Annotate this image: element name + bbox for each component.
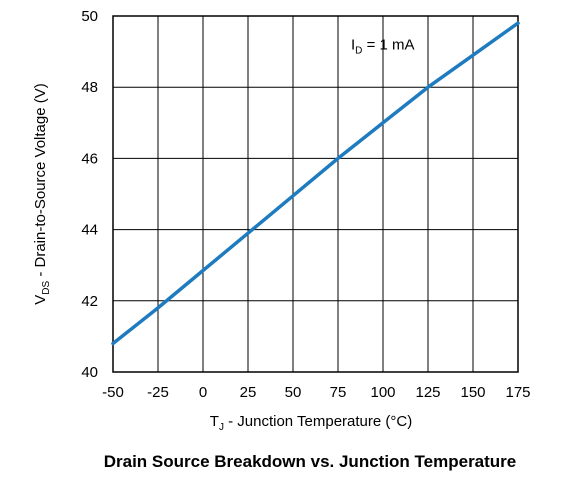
x-tick-label: 0 — [199, 384, 207, 401]
y-axis-title-main: V — [32, 295, 49, 305]
y-tick-label: 42 — [81, 293, 98, 310]
x-tick-label: 25 — [240, 384, 257, 401]
current-annotation: ID = 1 mA — [351, 36, 415, 56]
annotation-subscript: D — [355, 45, 362, 56]
annotation-main: I — [351, 36, 355, 53]
series-line — [111, 21, 520, 346]
annotation-rest: = 1 mA — [362, 36, 414, 53]
x-tick-label: 175 — [505, 384, 530, 401]
x-tick-label: -50 — [102, 384, 124, 401]
series-layer — [111, 21, 520, 346]
y-axis-title-subscript: DS — [41, 281, 52, 295]
y-tick-label: 44 — [81, 222, 98, 239]
x-tick-label: 75 — [330, 384, 347, 401]
plot-frame — [112, 15, 519, 373]
x-tick-label: 150 — [460, 384, 485, 401]
x-axis-title-main: T — [210, 413, 219, 430]
x-axis-title: TJ - Junction Temperature (°C) — [210, 413, 412, 433]
y-tick-label: 40 — [81, 364, 98, 381]
x-tick-label: 125 — [415, 384, 440, 401]
x-axis-title-rest: - Junction Temperature (°C) — [224, 413, 412, 430]
x-tick-label: -25 — [147, 384, 169, 401]
y-axis-title-rest: - Drain-to-Source Voltage (V) — [32, 83, 49, 281]
plot-border — [112, 15, 519, 373]
grid — [113, 16, 518, 372]
y-tick-label: 48 — [81, 79, 98, 96]
y-tick-label: 46 — [81, 150, 98, 167]
chart-caption: Drain Source Breakdown vs. Junction Temp… — [104, 452, 517, 471]
y-tick-label: 50 — [81, 8, 98, 25]
x-axis-title-subscript: J — [219, 422, 224, 433]
x-tick-label: 50 — [285, 384, 302, 401]
y-tick-labels: 40 42 44 46 48 50 — [81, 8, 98, 381]
y-axis-title: VDS - Drain-to-Source Voltage (V) — [32, 83, 52, 305]
x-tick-labels: -50 -25 0 25 50 75 100 125 150 175 — [102, 384, 530, 401]
x-tick-label: 100 — [370, 384, 395, 401]
